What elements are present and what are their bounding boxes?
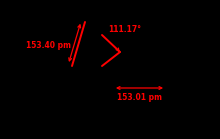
Text: 153.01 pm: 153.01 pm: [117, 94, 162, 102]
Text: 111.17°: 111.17°: [108, 25, 141, 34]
Text: 153.40 pm: 153.40 pm: [26, 42, 71, 50]
